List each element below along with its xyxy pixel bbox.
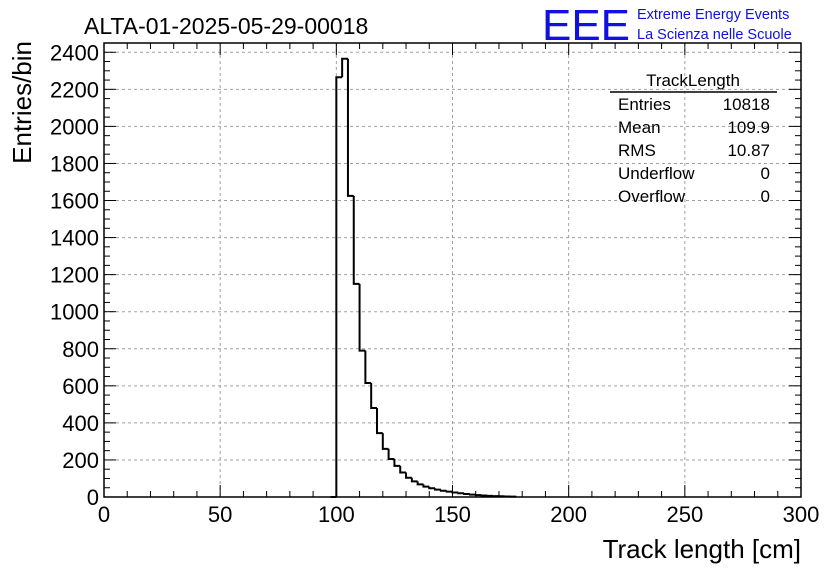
y-tick-label-1800: 1800 [50, 151, 99, 176]
hist-bin-4 [352, 195, 360, 285]
hist-bin-7 [370, 383, 377, 410]
stats-label-underflow: Underflow [618, 164, 695, 183]
logo-line-1: Extreme Energy Events [637, 7, 789, 23]
hist-bin-12 [399, 465, 407, 474]
y-tick-label-1600: 1600 [50, 189, 99, 214]
x-tick-labels: 0 50 100 150 200 250 300 [98, 502, 819, 527]
hist-bin-17 [428, 486, 436, 490]
stats-value-rms: 10.87 [727, 141, 770, 160]
hist-bin-16 [422, 484, 430, 488]
hist-bin-20 [445, 490, 453, 493]
axes [103, 42, 802, 498]
hist-bin-5 [358, 283, 366, 352]
x-axis-label: Track length [cm] [603, 534, 801, 564]
x-tick-label-0: 0 [98, 502, 110, 527]
hist-bin-19 [439, 489, 447, 492]
grid-lines [104, 43, 801, 497]
stats-label-overflow: Overflow [618, 187, 686, 206]
y-tick-label-1000: 1000 [50, 300, 99, 325]
y-tick-label-2200: 2200 [50, 77, 99, 102]
chart-title: ALTA-01-2025-05-29-00018 [84, 13, 368, 39]
y-tick-labels: 0 200 400 600 800 1000 1200 1400 1600 1800 2000 220… [50, 40, 99, 510]
y-axis-label: Entries/bin [7, 41, 37, 164]
x-tick-label-250: 250 [666, 502, 703, 527]
stats-box-title: TrackLength [646, 71, 740, 90]
hist-bin-14 [410, 477, 418, 483]
stats-label-entries: Entries [618, 95, 671, 114]
hist-bin-1 [335, 76, 343, 497]
y-tick-label-1200: 1200 [50, 263, 99, 288]
y-tick-label-1400: 1400 [50, 226, 99, 251]
y-tick-label-400: 400 [62, 411, 99, 436]
hist-bin-18 [434, 488, 441, 491]
stats-value-mean: 109.9 [727, 118, 770, 137]
y-tick-label-2400: 2400 [50, 40, 99, 65]
y-tick-label-0: 0 [87, 485, 99, 510]
hist-bin-3 [346, 58, 354, 197]
stats-value-entries: 10818 [723, 95, 770, 114]
x-tick-label-100: 100 [318, 502, 355, 527]
eee-logo: EEE [542, 1, 630, 50]
hist-bin-24 [468, 493, 476, 496]
histogram-bars [330, 57, 517, 498]
hist-bin-22 [457, 492, 465, 495]
hist-bin-15 [416, 481, 424, 486]
hist-bin-6 [364, 350, 372, 385]
hist-bin-11 [393, 459, 401, 467]
stats-label-rms: RMS [618, 141, 656, 160]
hist-bin-8 [375, 408, 383, 435]
hist-bin-13 [405, 472, 412, 479]
stats-value-underflow: 0 [761, 164, 770, 183]
hist-bin-9 [381, 433, 389, 450]
logo-line-2: La Scienza nelle Scuole [637, 27, 792, 43]
x-tick-label-50: 50 [208, 502, 232, 527]
y-tick-label-600: 600 [62, 374, 99, 399]
y-tick-label-2000: 2000 [50, 114, 99, 139]
y-tick-label-200: 200 [62, 448, 99, 473]
stats-label-mean: Mean [618, 118, 661, 137]
hist-bin-10 [387, 448, 395, 461]
x-tick-label-300: 300 [783, 502, 820, 527]
x-tick-label-200: 200 [550, 502, 587, 527]
x-tick-label-150: 150 [434, 502, 471, 527]
hist-bin-25 [474, 494, 482, 497]
hist-bin-23 [463, 493, 470, 496]
stats-box: TrackLength Entries 10818 Mean 109.9 RMS… [610, 71, 777, 206]
stats-value-overflow: 0 [761, 187, 770, 206]
y-tick-label-800: 800 [62, 337, 99, 362]
hist-bin-2 [341, 57, 348, 78]
hist-bin-21 [451, 491, 459, 494]
